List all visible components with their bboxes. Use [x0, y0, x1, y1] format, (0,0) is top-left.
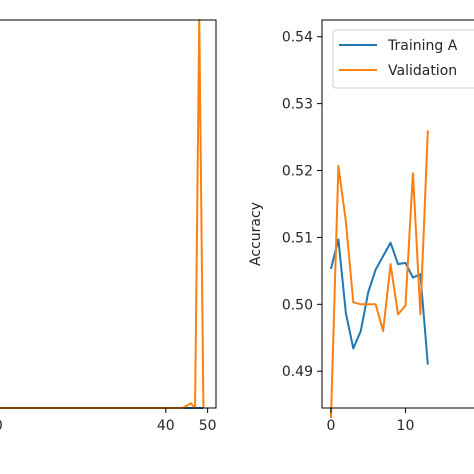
right-y-tick-label: 0.50	[282, 297, 313, 313]
left-series-line-1	[0, 19, 205, 409]
left-plot: 0 40 50	[0, 19, 217, 434]
right-y-tick-label: 0.53	[282, 97, 313, 113]
left-x-tick-label: 40	[157, 418, 175, 434]
left-x-tick-label: 0	[0, 418, 3, 434]
left-plot-lines	[0, 19, 205, 409]
right-series-line-0	[329, 238, 429, 365]
right-y-tick-label: 0.49	[282, 364, 313, 380]
right-x-tick-label: 0	[326, 418, 335, 434]
right-plot: 0 10 0.49 0.50 0.51 0.52 0.53 0.54 Accuracy Tr…	[248, 19, 474, 434]
right-x-tick-label: 10	[397, 418, 415, 434]
legend: Training A Validation	[332, 29, 474, 89]
right-y-tick-label: 0.54	[282, 30, 313, 46]
right-axes-spines	[321, 19, 474, 409]
right-axes-frame	[321, 19, 474, 409]
legend-label-training: Training A	[387, 38, 458, 54]
right-y-tick-label: 0.51	[282, 230, 313, 246]
left-x-tick-label: 50	[199, 418, 217, 434]
legend-label-validation: Validation	[388, 63, 457, 79]
left-axes-spines	[0, 19, 217, 409]
right-y-axis-label: Accuracy	[248, 202, 264, 266]
right-series-line-1	[329, 130, 429, 419]
left-axes-frame	[0, 19, 217, 409]
right-y-ticks: 0.49 0.50 0.51 0.52 0.53 0.54	[282, 30, 322, 380]
left-x-ticks: 0 40 50	[0, 408, 217, 434]
right-y-tick-label: 0.52	[282, 164, 313, 180]
right-plot-lines	[329, 130, 429, 419]
right-x-ticks: 0 10	[326, 408, 414, 434]
